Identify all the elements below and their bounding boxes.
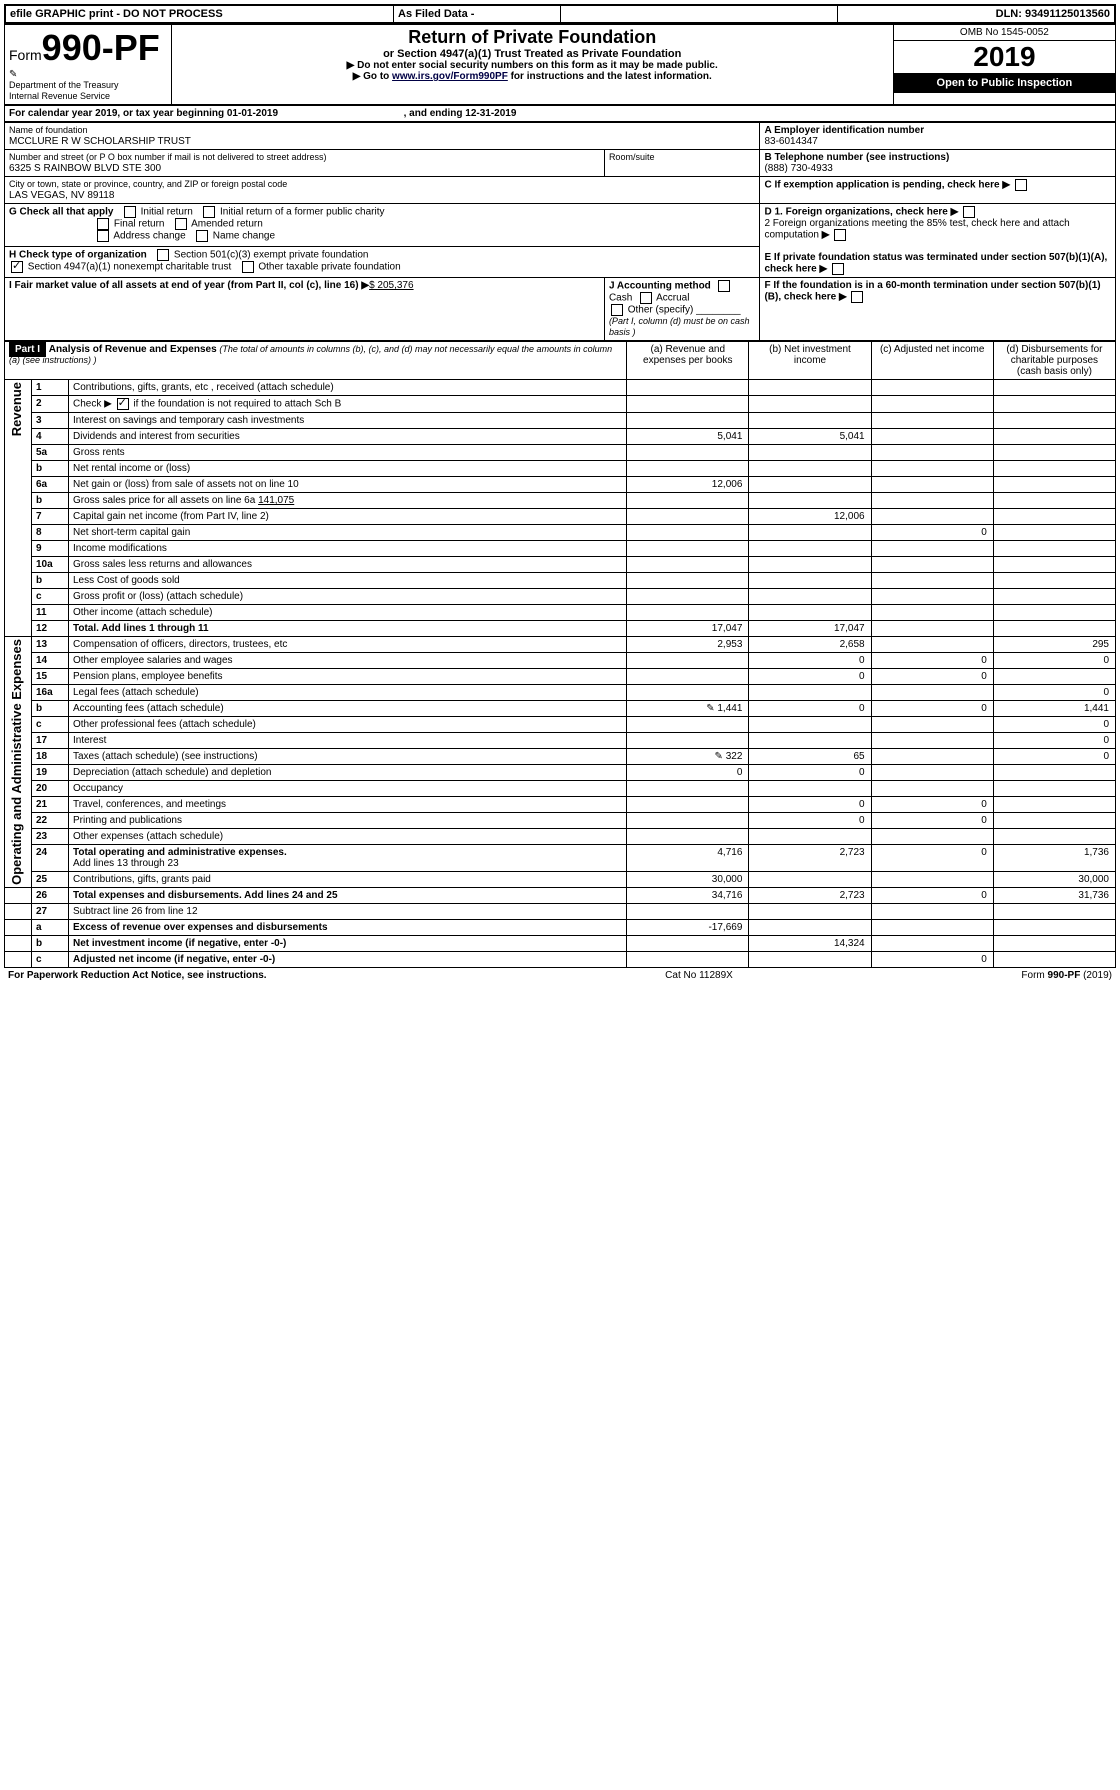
asfiled-label: As Filed Data - — [394, 5, 561, 23]
revenue-label: Revenue — [9, 382, 24, 436]
footer: For Paperwork Reduction Act Notice, see … — [4, 968, 1116, 983]
h-other-checkbox[interactable] — [242, 261, 254, 273]
col-d-header: (d) Disbursements for charitable purpose… — [993, 342, 1115, 380]
g-address-checkbox[interactable] — [97, 230, 109, 242]
f-label: F If the foundation is in a 60-month ter… — [764, 280, 1100, 303]
instr2-post: for instructions and the latest informat… — [508, 71, 712, 82]
i-label: I Fair market value of all assets at end… — [9, 280, 359, 291]
dln-label: DLN: 93491125013560 — [838, 5, 1116, 23]
footer-mid: Cat No 11289X — [560, 968, 838, 983]
col-a-header: (a) Revenue and expenses per books — [627, 342, 749, 380]
open-public-label: Open to Public Inspection — [894, 73, 1115, 93]
city-value: LAS VEGAS, NV 89118 — [9, 190, 114, 201]
e-checkbox[interactable] — [832, 263, 844, 275]
b-label: B Telephone number (see instructions) — [764, 152, 949, 163]
g-initial-checkbox[interactable] — [124, 206, 136, 218]
j-accrual-checkbox[interactable] — [640, 292, 652, 304]
j-note: (Part I, column (d) must be on cash basi… — [609, 316, 750, 337]
h-501c3-checkbox[interactable] — [157, 249, 169, 261]
dept-label: Department of the Treasury — [9, 80, 119, 90]
form-number: 990-PF — [42, 27, 160, 68]
j-cash-checkbox[interactable] — [718, 280, 730, 292]
schb-checkbox[interactable] — [117, 398, 129, 410]
h-4947-checkbox[interactable] — [11, 261, 23, 273]
expenses-label: Operating and Administrative Expenses — [9, 639, 24, 885]
part1-title: Analysis of Revenue and Expenses — [49, 344, 217, 355]
c-label: C If exemption application is pending, c… — [764, 180, 999, 191]
f-checkbox[interactable] — [851, 291, 863, 303]
city-label: City or town, state or province, country… — [9, 179, 287, 189]
instr2-pre: Go to — [363, 71, 392, 82]
g-name-checkbox[interactable] — [196, 230, 208, 242]
efile-label: efile GRAPHIC print - DO NOT PROCESS — [5, 5, 394, 23]
footer-right: Form 990-PF (2019) — [838, 968, 1116, 983]
omb-label: OMB No 1545-0052 — [894, 25, 1115, 41]
topbar: efile GRAPHIC print - DO NOT PROCESS As … — [4, 4, 1116, 24]
form-header: Form990-PF ✎ Department of the Treasury … — [4, 24, 1116, 105]
form-subtitle: or Section 4947(a)(1) Trust Treated as P… — [176, 48, 889, 60]
e-label: E If private foundation status was termi… — [764, 252, 1107, 275]
d1-label: D 1. Foreign organizations, check here — [764, 207, 947, 218]
a-label: A Employer identification number — [764, 125, 924, 136]
i-value: $ 205,376 — [369, 280, 414, 291]
address: 6325 S RAINBOW BLVD STE 300 — [9, 163, 161, 174]
g-label: G Check all that apply — [9, 207, 113, 218]
entity-block: Name of foundation MCCLURE R W SCHOLARSH… — [4, 122, 1116, 341]
phone-value: (888) 730-4933 — [764, 163, 832, 174]
attach-icon[interactable]: ✎ — [715, 751, 723, 762]
g-initial-former-checkbox[interactable] — [203, 206, 215, 218]
room-label: Room/suite — [609, 152, 655, 162]
tax-year: 2019 — [894, 41, 1115, 73]
j-label: J Accounting method — [609, 281, 711, 292]
form-prefix: Form — [9, 47, 42, 63]
foundation-name: MCCLURE R W SCHOLARSHIP TRUST — [9, 136, 191, 147]
part1-table: Part I Analysis of Revenue and Expenses … — [4, 341, 1116, 968]
footer-left: For Paperwork Reduction Act Notice, see … — [8, 970, 267, 981]
d1-checkbox[interactable] — [963, 206, 975, 218]
col-c-header: (c) Adjusted net income — [871, 342, 993, 380]
j-other-checkbox[interactable] — [611, 304, 623, 316]
addr-label: Number and street (or P O box number if … — [9, 152, 326, 162]
g-amended-checkbox[interactable] — [175, 218, 187, 230]
c-checkbox[interactable] — [1015, 179, 1027, 191]
d2-checkbox[interactable] — [834, 229, 846, 241]
instr1: Do not enter social security numbers on … — [357, 60, 718, 71]
form-title: Return of Private Foundation — [176, 27, 889, 48]
h-label: H Check type of organization — [9, 250, 147, 261]
calendar-line: For calendar year 2019, or tax year begi… — [5, 106, 1116, 122]
name-label: Name of foundation — [9, 125, 88, 135]
ein-value: 83-6014347 — [764, 136, 817, 147]
d2-label: 2 Foreign organizations meeting the 85% … — [764, 218, 1069, 241]
col-b-header: (b) Net investment income — [749, 342, 871, 380]
irs-icon: ✎ — [9, 69, 17, 80]
irs-label: Internal Revenue Service — [9, 91, 110, 101]
instr2-link[interactable]: www.irs.gov/Form990PF — [392, 71, 508, 82]
g-final-checkbox[interactable] — [97, 218, 109, 230]
attach-icon[interactable]: ✎ — [706, 703, 714, 714]
